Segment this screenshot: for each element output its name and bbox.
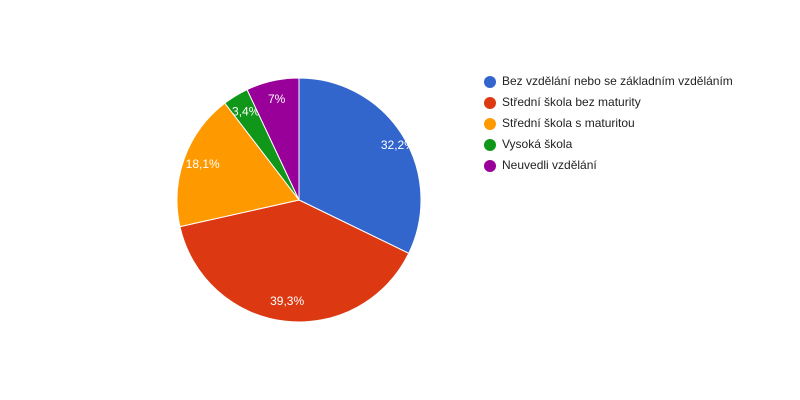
legend-label: Střední škola s maturitou [502,116,635,130]
pie-slice [246,77,300,201]
slice-label: 32,2% [381,138,415,152]
legend-swatch [484,76,496,88]
legend-label: Vysoká škola [502,137,573,151]
slice-label: 3,4% [232,105,260,119]
legend-swatch [484,118,496,130]
slice-label: 39,3% [270,294,304,308]
pie-slice [176,102,300,228]
legend-label: Bez vzdělání nebo se základním vzděláním [502,74,733,88]
legend-label: Střední škola bez maturity [502,95,641,109]
pie-slice [298,77,422,254]
legend-swatch [484,97,496,109]
slice-label: 18,1% [186,157,220,171]
slice-label: 7% [268,92,286,106]
legend-swatch [484,139,496,151]
legend-label: Neuvedli vzdělání [502,158,597,172]
pie-slice [179,199,410,323]
legend-swatch [484,160,496,172]
